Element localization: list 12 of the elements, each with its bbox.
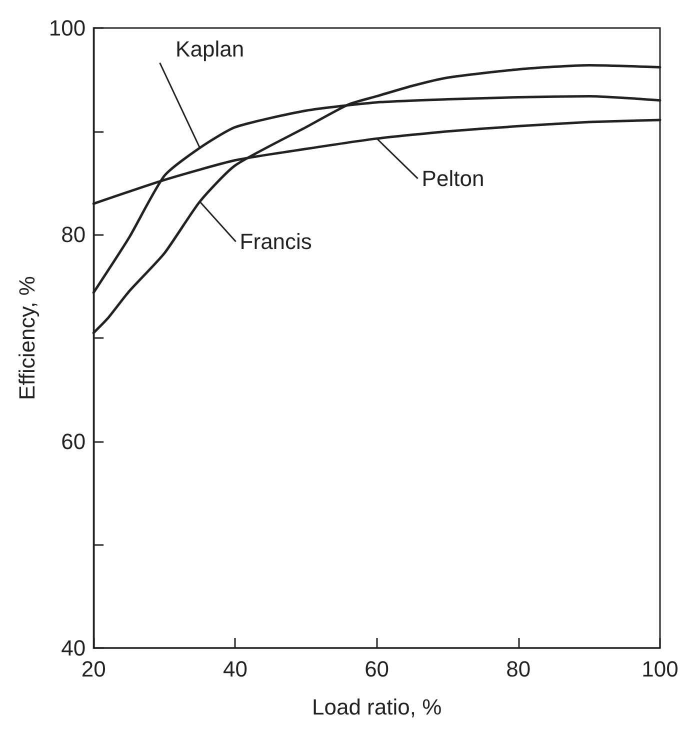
x-tick-label: 60	[364, 656, 390, 682]
text: Francis	[240, 229, 312, 254]
y-tick-label: 100	[48, 16, 86, 40]
y-tick-label: 60	[61, 428, 86, 454]
x-tick-label: 80	[506, 656, 531, 682]
y-tick-label: 80	[61, 222, 86, 248]
x-axis-title: Load ratio, %	[312, 694, 442, 720]
text: Kaplan	[176, 36, 244, 62]
x-tick-label: 100	[642, 656, 678, 682]
x-tick-label: 40	[222, 656, 248, 682]
y-axis-title: Efficiency, %	[14, 276, 40, 400]
series-label: Pelton	[422, 166, 484, 192]
